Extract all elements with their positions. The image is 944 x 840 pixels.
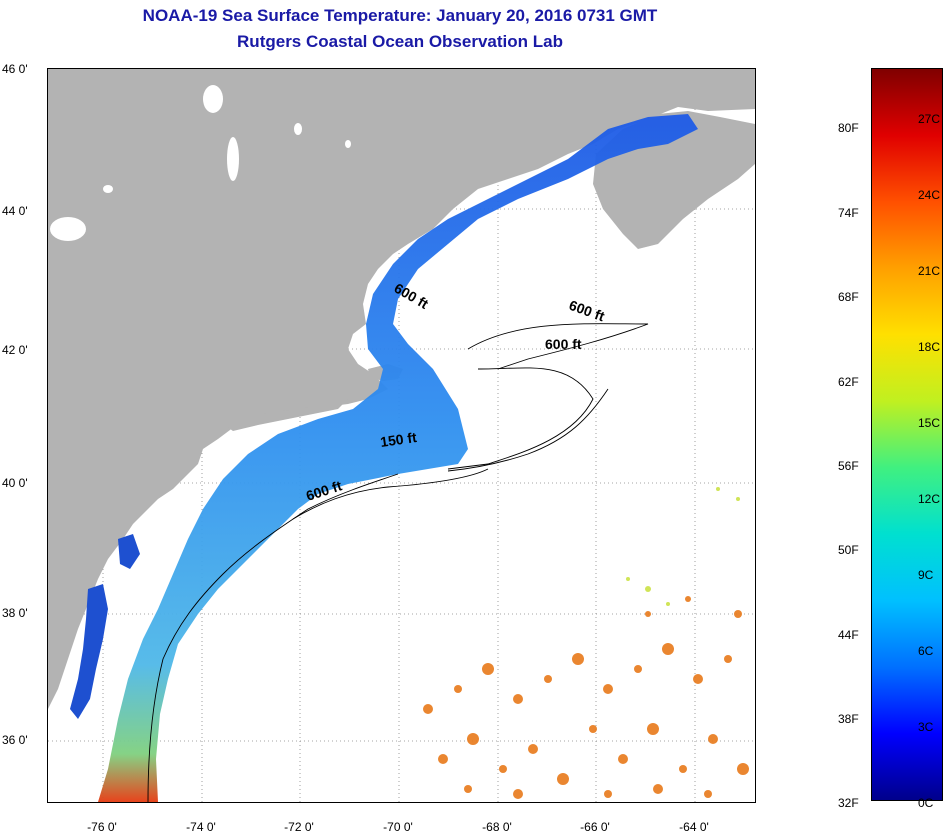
colorbar-f-32: 32F	[838, 796, 859, 810]
coastal-water-cold	[98, 114, 698, 802]
lon-label-66: -66 0'	[580, 820, 610, 834]
land-mainland	[48, 69, 755, 709]
contour-label-2: 600 ft	[567, 297, 607, 325]
contour-label-3: 600 ft	[545, 336, 582, 352]
lat-label-40: 40 0'	[2, 476, 28, 490]
colorbar-f-62: 62F	[838, 375, 859, 389]
lon-label-76: -76 0'	[87, 820, 117, 834]
lon-label-70: -70 0'	[383, 820, 413, 834]
colorbar-c-18: 18C	[918, 340, 941, 354]
lat-label-46: 46 0'	[2, 62, 28, 76]
temperature-colorbar	[871, 68, 943, 801]
lon-label-64: -64 0'	[679, 820, 709, 834]
lon-label-74: -74 0'	[186, 820, 216, 834]
colorbar-c-21: 21C	[918, 264, 941, 278]
delaware-bay	[118, 534, 140, 569]
lat-label-38: 38 0'	[2, 606, 28, 620]
bathymetry-contours	[147, 323, 649, 802]
colorbar-c-24: 24C	[918, 188, 941, 202]
colorbar-c-6: 6C	[918, 644, 934, 658]
lon-label-68: -68 0'	[482, 820, 512, 834]
colorbar-f-68: 68F	[838, 290, 859, 304]
contour-label-1: 600 ft	[392, 280, 432, 312]
chesapeake-bay	[70, 584, 108, 719]
lon-label-72: -72 0'	[284, 820, 314, 834]
colorbar-c-27: 27C	[918, 112, 941, 126]
lat-label-36: 36 0'	[2, 733, 28, 747]
inland-lakes	[50, 85, 351, 241]
colorbar-c-0: 0C	[918, 796, 934, 810]
land-long-island	[223, 399, 348, 431]
warm-water-patches	[423, 596, 749, 799]
colorbar-f-74: 74F	[838, 206, 859, 220]
colorbar-c-12: 12C	[918, 492, 941, 506]
colorbar-f-38: 38F	[838, 712, 859, 726]
contour-label-4: 150 ft	[379, 429, 418, 450]
sst-map: 600 ft 600 ft 600 ft 150 ft 600 ft	[47, 68, 756, 803]
colorbar-f-56: 56F	[838, 459, 859, 473]
colorbar-c-9: 9C	[918, 568, 934, 582]
lat-label-44: 44 0'	[2, 204, 28, 218]
colorbar-f-44: 44F	[838, 628, 859, 642]
mixed-water-patches	[626, 487, 740, 606]
map-subtitle: Rutgers Coastal Ocean Observation Lab	[237, 32, 563, 51]
colorbar-c-3: 3C	[918, 720, 934, 734]
map-title: NOAA-19 Sea Surface Temperature: January…	[142, 6, 658, 25]
lat-label-42: 42 0'	[2, 343, 28, 357]
colorbar-c-15: 15C	[918, 416, 941, 430]
colorbar-f-50: 50F	[838, 543, 859, 557]
colorbar-f-80: 80F	[838, 121, 859, 135]
